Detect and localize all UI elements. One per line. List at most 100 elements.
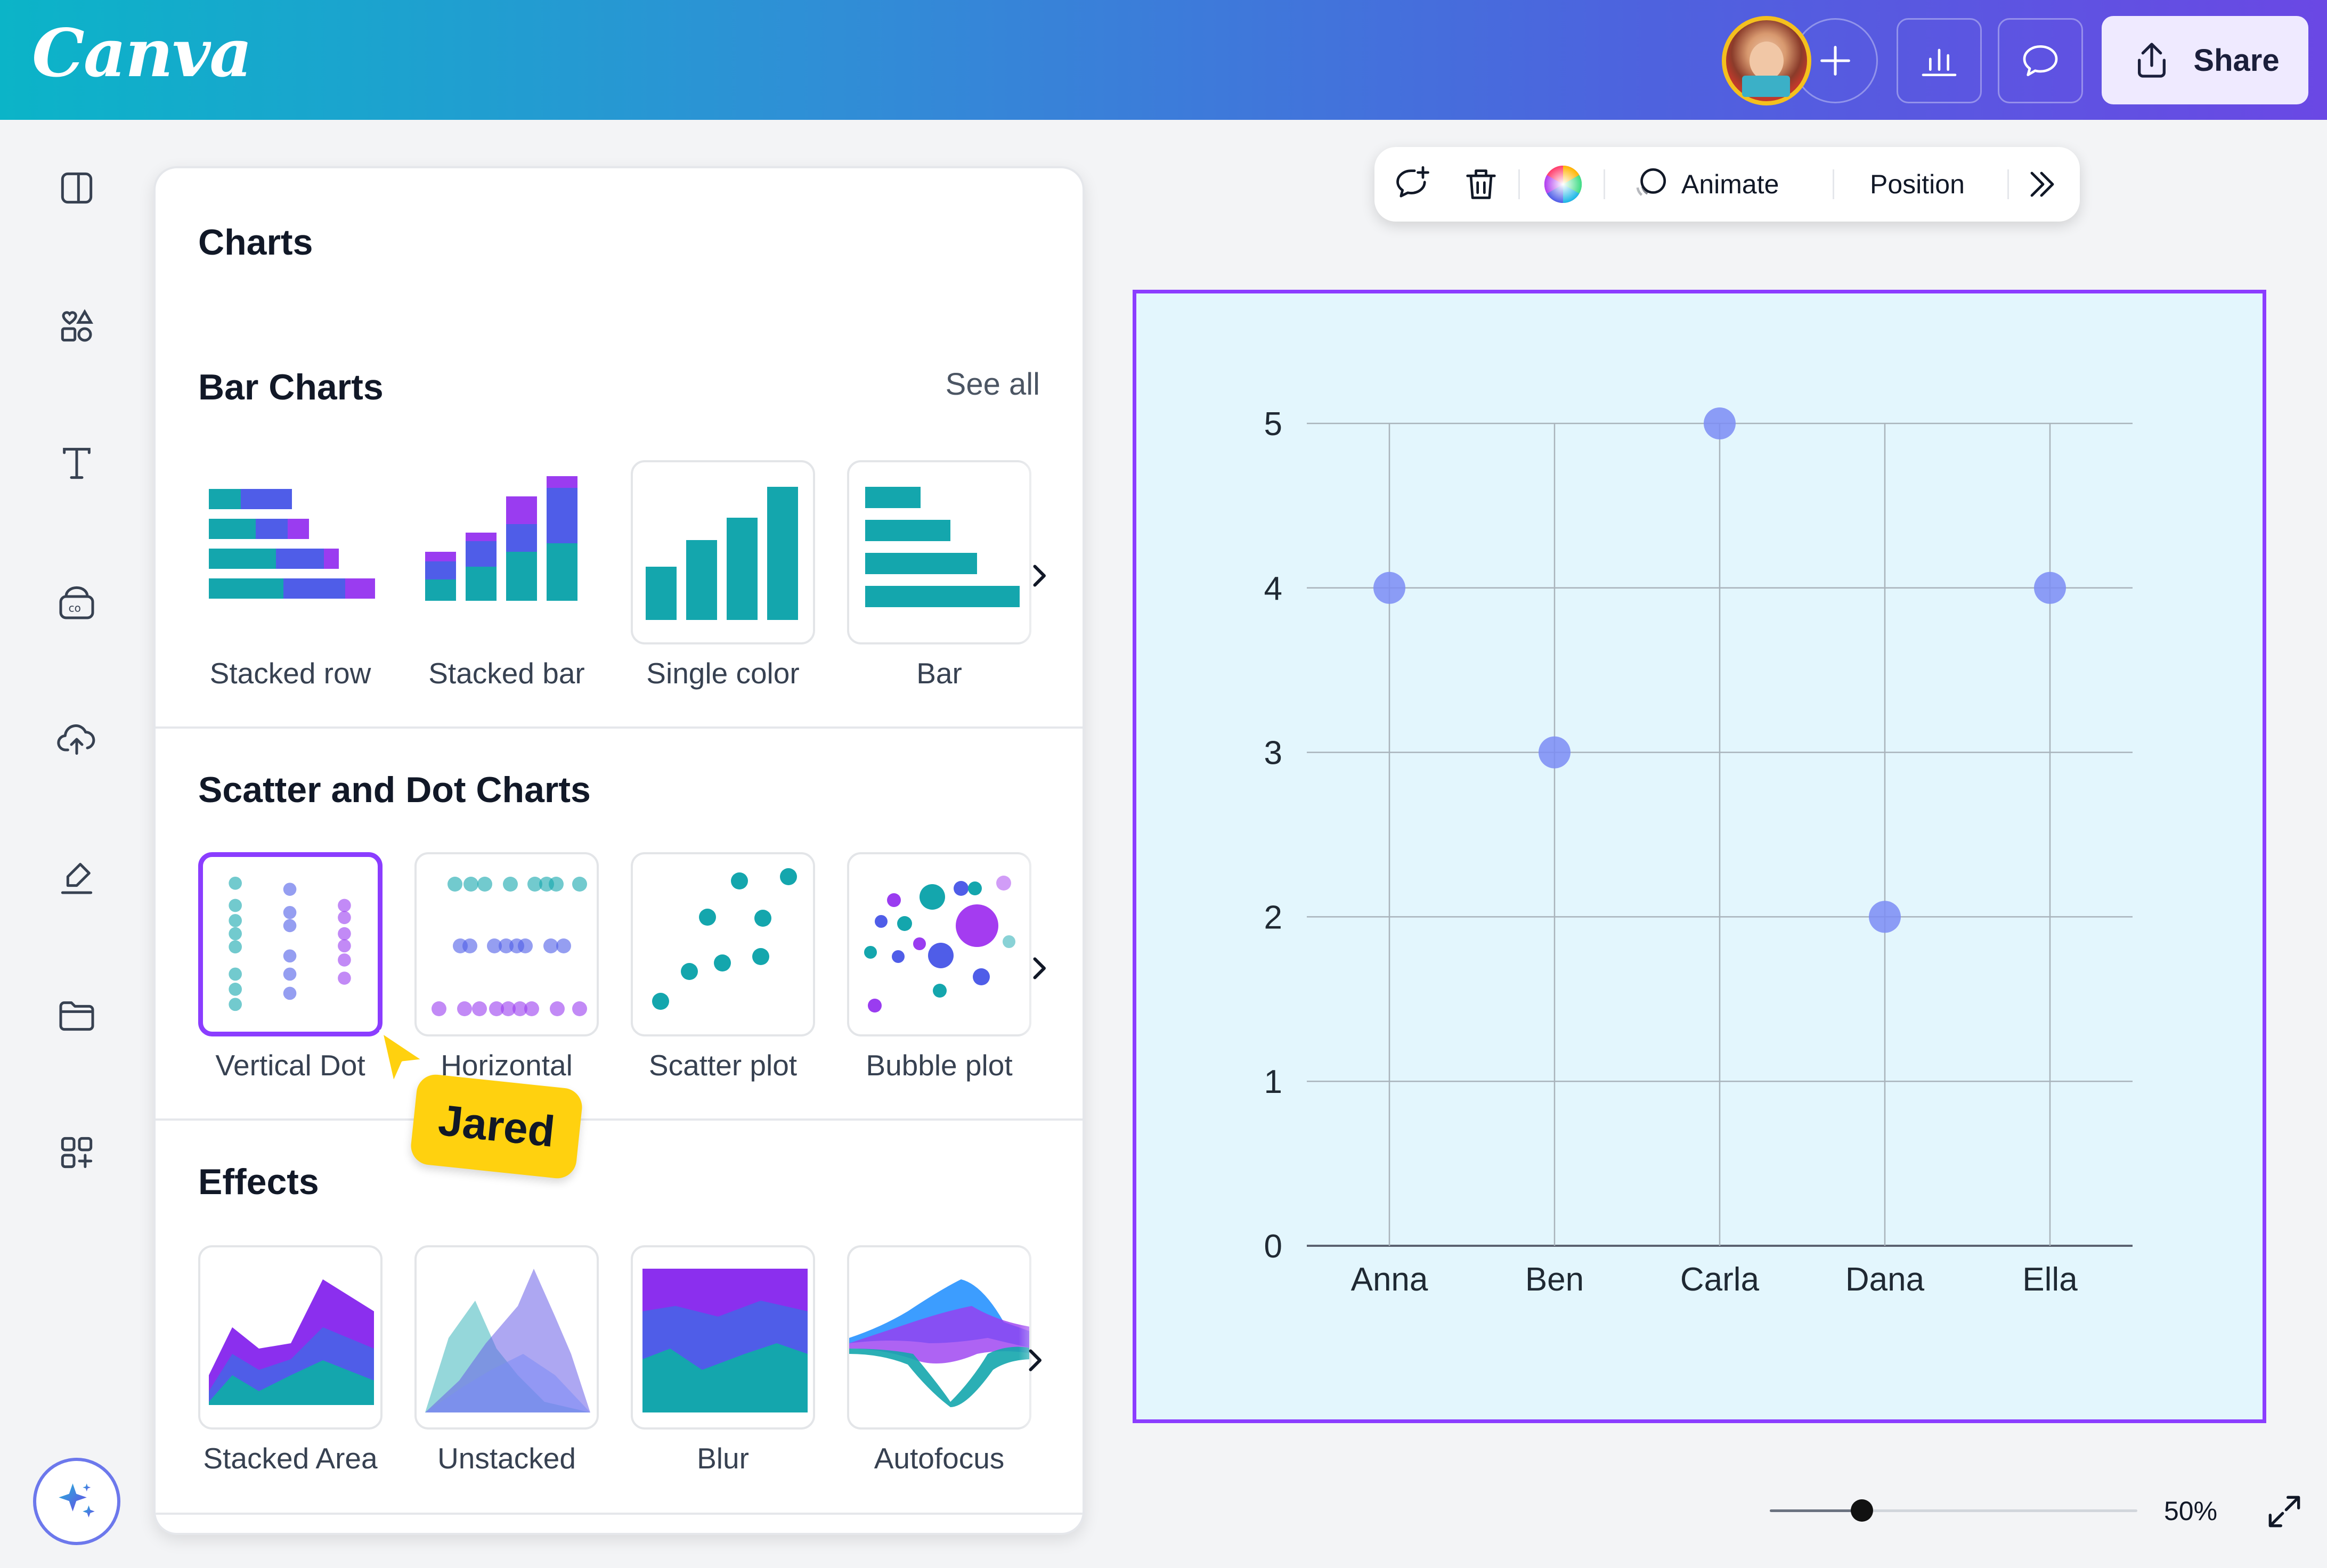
blur-thumbnail[interactable] — [631, 1245, 815, 1430]
rail-design[interactable] — [55, 167, 98, 209]
toolbar-separator — [1604, 169, 1605, 199]
color-picker-button[interactable] — [1541, 147, 1585, 222]
y-tick-label: 0 — [1264, 1228, 1282, 1265]
autofocus-thumbnail[interactable] — [847, 1245, 1031, 1430]
x-tick-label: Dana — [1845, 1261, 1925, 1298]
element-toolbar: Animate Position — [1374, 147, 2080, 222]
layout-icon — [61, 172, 93, 204]
apps-icon — [61, 1137, 93, 1169]
comment-button[interactable] — [1998, 18, 2083, 103]
section-divider — [156, 1513, 1083, 1515]
single-color-chart-icon — [646, 487, 798, 620]
insights-button[interactable] — [1897, 18, 1982, 103]
charts-panel: Charts Bar Charts See all — [153, 166, 1085, 1535]
animate-button[interactable]: Animate — [1630, 147, 1779, 222]
x-tick-label: Anna — [1351, 1261, 1428, 1298]
y-tick-label: 5 — [1264, 406, 1282, 443]
x-tick-label: Carla — [1680, 1261, 1760, 1298]
unstacked-thumbnail[interactable] — [414, 1245, 599, 1430]
avatar-book — [1742, 76, 1790, 97]
row-fade — [1019, 460, 1083, 644]
zoom-slider-fill — [1770, 1509, 1862, 1512]
chevron-right-icon — [1033, 957, 1046, 979]
see-all-link[interactable]: See all — [945, 367, 1040, 402]
bar-charts-next-arrow[interactable] — [1023, 560, 1055, 592]
rail-projects[interactable] — [55, 994, 98, 1036]
fullscreen-button[interactable] — [2263, 1490, 2306, 1533]
toolbar-separator — [1518, 169, 1520, 199]
stacked-row-chart-icon — [209, 489, 375, 599]
rail-brand[interactable]: co — [55, 581, 98, 623]
vertical-dot-thumbnail[interactable] — [198, 852, 383, 1036]
stacked-area-label: Stacked Area — [203, 1442, 378, 1475]
stacked-row-thumbnail[interactable] — [198, 460, 383, 644]
scatter-chart[interactable]: 0 1 2 3 4 5 Anna Ben Carla Dana Ella — [1136, 293, 2263, 1419]
stacked-bar-chart-icon — [425, 476, 577, 601]
chevron-right-icon — [1033, 565, 1046, 587]
expand-icon — [2268, 1496, 2300, 1528]
vertical-dot-label: Vertical Dot — [215, 1049, 365, 1082]
comment-icon — [2023, 45, 2058, 77]
section-divider — [156, 726, 1083, 729]
stacked-bar-label: Stacked bar — [428, 657, 585, 690]
effects-heading: Effects — [198, 1162, 319, 1202]
collaborator-cursor-icon — [379, 1029, 427, 1087]
text-icon — [63, 447, 91, 479]
effects-next-arrow[interactable] — [1019, 1344, 1051, 1376]
stacked-area-chart-icon — [209, 1279, 374, 1405]
rail-uploads[interactable] — [55, 718, 98, 761]
y-tick-label: 2 — [1264, 899, 1282, 936]
position-label: Position — [1870, 169, 1965, 199]
position-button[interactable]: Position — [1870, 147, 1965, 222]
horizontal-dot-chart-icon — [432, 877, 587, 1016]
rail-elements[interactable] — [55, 305, 98, 347]
magic-assistant-button[interactable] — [33, 1458, 120, 1545]
canva-logo[interactable]: Canva — [32, 15, 253, 92]
data-point — [2034, 571, 2066, 604]
scatter-plot-thumbnail[interactable] — [631, 852, 815, 1036]
animate-label: Animate — [1681, 169, 1779, 199]
single-color-thumbnail[interactable] — [631, 460, 815, 644]
section-divider — [156, 1118, 1083, 1121]
collaborator-name-tag: Jared — [409, 1073, 584, 1180]
trash-icon — [1466, 169, 1496, 199]
magic-icon — [59, 1483, 95, 1517]
more-options-button[interactable] — [2022, 147, 2061, 222]
plus-icon — [1820, 46, 1850, 76]
y-tick-label: 1 — [1264, 1064, 1282, 1100]
zoom-slider-handle[interactable] — [1850, 1499, 1873, 1522]
rail-text[interactable] — [55, 442, 98, 485]
unstacked-chart-icon — [425, 1269, 590, 1412]
zoom-slider[interactable] — [1770, 1509, 2137, 1512]
bar-thumbnail[interactable] — [847, 460, 1031, 644]
design-canvas[interactable]: 0 1 2 3 4 5 Anna Ben Carla Dana Ella — [1133, 290, 2266, 1423]
stacked-bar-thumbnail[interactable] — [414, 460, 599, 644]
bar-charts-heading: Bar Charts — [198, 367, 384, 407]
comment-add-icon — [1396, 166, 1429, 198]
draw-icon — [61, 863, 93, 894]
toolbar-separator — [2007, 169, 2009, 199]
delete-button[interactable] — [1461, 147, 1501, 222]
bubble-plot-chart-icon — [864, 876, 1015, 1012]
bubble-plot-thumbnail[interactable] — [847, 852, 1031, 1036]
autofocus-chart-icon — [849, 1279, 1029, 1407]
rail-apps[interactable] — [55, 1131, 98, 1174]
brand-icon: co — [59, 586, 94, 619]
x-tick-label: Ben — [1525, 1261, 1584, 1298]
add-comment-button[interactable] — [1393, 147, 1433, 222]
x-tick-label: Ella — [2022, 1261, 2078, 1298]
blur-chart-icon — [642, 1269, 808, 1412]
zoom-level[interactable]: 50% — [2164, 1496, 2218, 1526]
horizontal-dot-thumbnail[interactable] — [414, 852, 599, 1036]
y-tick-label: 3 — [1264, 735, 1282, 772]
collaborator-avatar[interactable] — [1722, 16, 1811, 105]
stacked-area-thumbnail[interactable] — [198, 1245, 383, 1430]
scatter-dot-heading: Scatter and Dot Charts — [198, 770, 591, 810]
chevron-right-icon — [1029, 1349, 1042, 1371]
rail-draw[interactable] — [55, 855, 98, 898]
avatar-face — [1750, 42, 1784, 80]
scatter-charts-next-arrow[interactable] — [1023, 952, 1055, 984]
double-chevron-right-icon — [2030, 172, 2054, 197]
insights-chart-icon — [1922, 48, 1957, 77]
share-button[interactable]: Share — [2102, 16, 2308, 104]
